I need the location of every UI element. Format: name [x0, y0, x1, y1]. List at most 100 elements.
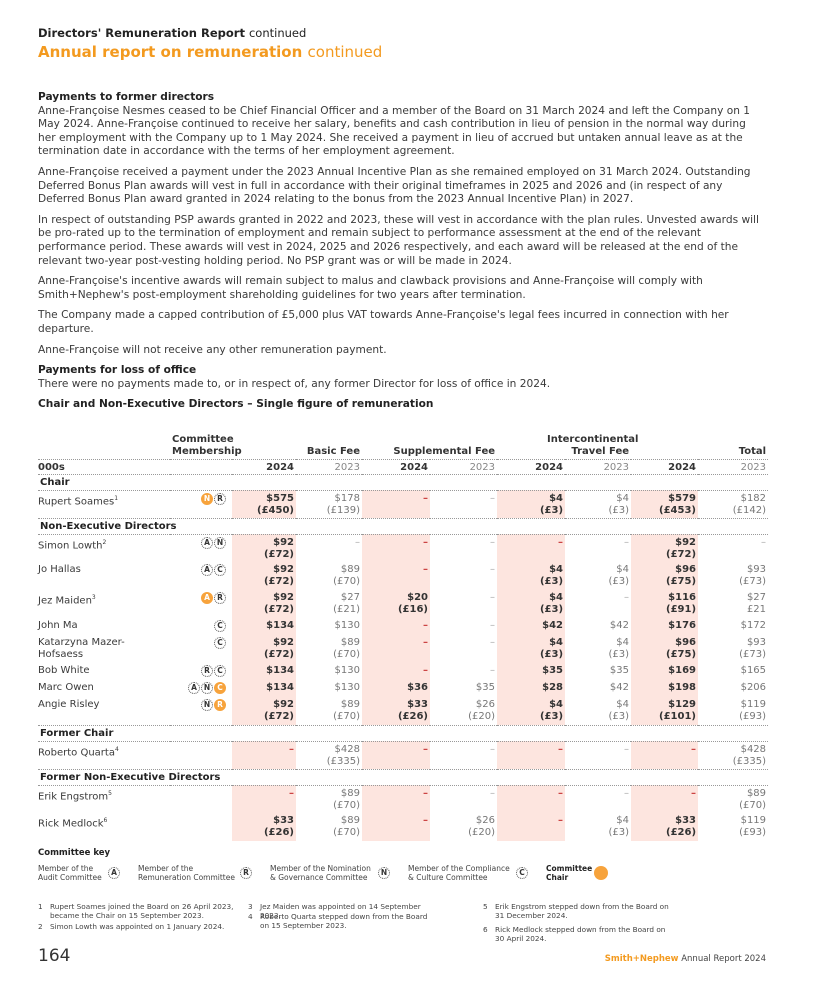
director-cell: Katarzyna Mazer-Hofsaess — [38, 635, 170, 663]
value-usd: $35 — [475, 682, 496, 694]
value-gbp: (£72) — [263, 576, 294, 588]
director-cell: Bob White — [38, 663, 170, 680]
value-cell: $89 (£70) — [698, 785, 768, 813]
key-item: Member of the Remuneration Committee R — [138, 864, 252, 883]
key-item: Member of the Nomination & Governance Co… — [270, 864, 390, 883]
value-usd: – — [558, 787, 564, 799]
director-name: Jez Maiden — [38, 595, 92, 607]
section-suffix: continued — [248, 26, 307, 40]
director-name: Katarzyna Mazer-Hofsaess — [38, 637, 125, 661]
value-usd: $92 — [273, 637, 294, 649]
key-label: Committee Chair — [546, 863, 593, 883]
value-cell: $176 — [631, 618, 699, 636]
committee-badge: A — [188, 682, 200, 695]
group-row: Non-Executive Directors — [38, 517, 769, 535]
value-usd: $89 — [340, 564, 360, 576]
value-cell: – — [497, 813, 566, 842]
value-usd: $92 — [273, 536, 294, 548]
value-usd: $89 — [340, 787, 360, 799]
value-gbp: (£3) — [608, 827, 630, 839]
value-usd: $89 — [340, 637, 360, 649]
footnote-number: 3 — [248, 902, 253, 911]
value-usd: $26 — [475, 815, 496, 827]
paragraph: The Company made a capped contribution o… — [38, 309, 729, 335]
value-cell: $27 (£21) — [296, 590, 362, 618]
value-cell: – — [565, 534, 631, 562]
value-usd: $119 — [740, 815, 767, 827]
value-cell: – — [232, 785, 296, 814]
report: Annual Report 2024 — [681, 954, 766, 964]
value-cell: $93 (£73) — [698, 562, 768, 590]
committee-badge: N — [378, 867, 390, 880]
value-usd: $129 — [668, 699, 697, 711]
value-cell: $26 (£20) — [430, 813, 497, 841]
value-cell: – — [430, 490, 497, 518]
value-usd: – — [490, 665, 496, 677]
value-cell: $89 (£70) — [296, 813, 362, 841]
director-name: Marc Owen — [38, 682, 94, 694]
value-gbp: (£3) — [539, 604, 564, 616]
footnote-ref: 1 — [114, 494, 119, 502]
value-cell: – — [362, 618, 430, 636]
value-cell: – — [232, 741, 296, 770]
value-gbp: (£3) — [539, 649, 564, 661]
value-cell: $206 — [698, 680, 768, 697]
section-header: Directors' Remuneration Report continued — [38, 26, 825, 40]
value-usd: $579 — [668, 492, 697, 504]
value-gbp: (£16) — [397, 604, 428, 616]
membership: C — [170, 618, 232, 635]
value-cell: $119 (£93) — [698, 813, 768, 841]
value-gbp: (£26) — [263, 827, 294, 839]
value-gbp: (£139) — [326, 504, 360, 516]
value-usd: – — [289, 743, 294, 755]
value-cell: $92 (£72) — [631, 534, 699, 563]
value-gbp: (£3) — [539, 711, 564, 723]
committee-badge: R — [201, 665, 213, 678]
value-usd: $182 — [740, 492, 767, 504]
value-cell: $182 (£142) — [698, 490, 768, 518]
value-usd: $130 — [334, 665, 360, 677]
value-usd: $28 — [542, 682, 564, 694]
membership — [170, 741, 232, 769]
committee-badge: C — [214, 665, 226, 678]
footnote-number: 5 — [483, 902, 488, 911]
director-row: Jez Maiden3 A R $92 (£72) $27 (£21) $20 (£16) – $4… — [38, 590, 768, 619]
value-cell: $93 (£73) — [698, 635, 768, 663]
committee-key: Committee key Member of the Audit Committ… — [38, 849, 766, 883]
value-cell: $130 — [296, 663, 362, 680]
footnote-text: Jez Maiden was appointed on 14 September… — [260, 902, 421, 921]
value-cell: – — [497, 785, 566, 814]
director-row: John Ma C $134 $130 – – $42 $42 $176 $172 — [38, 618, 768, 636]
value-cell: – — [698, 534, 768, 562]
value-cell: $4 (£3) — [565, 635, 631, 663]
group-row: Chair — [38, 473, 769, 491]
title: Annual report on remuneration — [38, 43, 303, 61]
footer: 164 Smith+Nephew Annual Report 2024 — [38, 946, 766, 966]
value-usd: $33 — [675, 815, 697, 827]
value-cell: $36 — [362, 680, 430, 698]
footnote: 3 Jez Maiden was appointed on 14 Septembe… — [248, 902, 438, 921]
value-usd: $4 — [616, 492, 630, 504]
value-usd: – — [490, 743, 496, 755]
value-cell: $4 (£3) — [497, 562, 566, 591]
value-usd: $169 — [668, 665, 697, 677]
committee-badge: A — [201, 592, 213, 605]
value-usd: – — [490, 787, 496, 799]
director-name: Rick Medlock — [38, 818, 104, 830]
footnote-ref: 2 — [102, 538, 107, 546]
value-gbp: (£70) — [333, 576, 360, 588]
committee-badge: A — [201, 564, 213, 577]
table-head: Committee Membership Basic Fee Supplementa… — [38, 433, 769, 475]
value-usd: $130 — [334, 682, 360, 694]
value-gbp: (£450) — [257, 504, 294, 516]
paragraph: Anne-Françoise will not receive any othe… — [38, 343, 387, 356]
value-usd: $92 — [273, 592, 294, 604]
value-cell: $428 (£335) — [296, 741, 362, 769]
paragraph: Anne-Françoise Nesmes ceased to be Chief… — [38, 104, 751, 158]
value-gbp: (£20) — [468, 711, 496, 723]
value-usd: $119 — [740, 699, 767, 711]
group-name: Chair — [38, 473, 769, 491]
value-cell: – — [430, 562, 497, 590]
value-gbp: (£26) — [397, 711, 428, 723]
